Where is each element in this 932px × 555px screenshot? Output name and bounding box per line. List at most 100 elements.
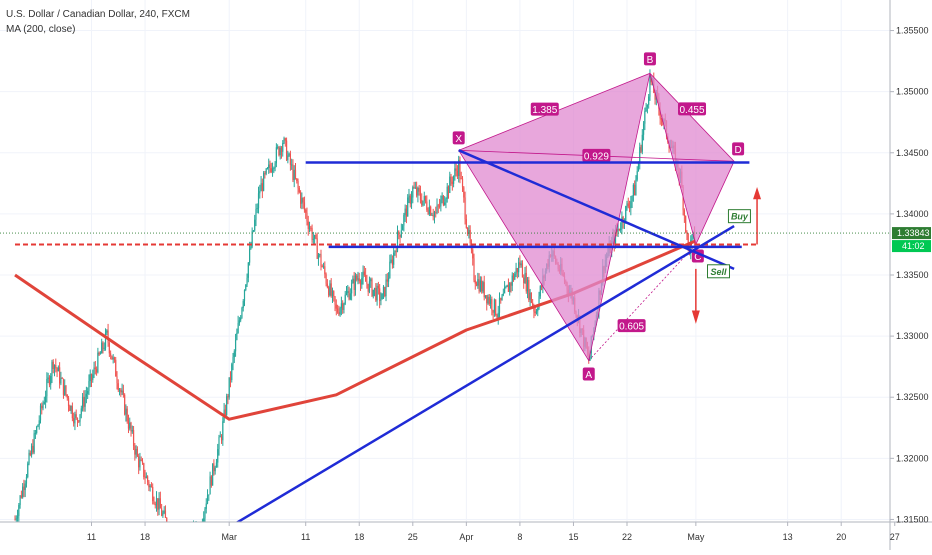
candle-body bbox=[328, 287, 330, 296]
candle-body bbox=[410, 197, 413, 204]
candle-body bbox=[395, 250, 397, 252]
candle-body bbox=[325, 274, 327, 284]
signal-box bbox=[707, 264, 730, 279]
candle-body bbox=[32, 445, 34, 453]
candle-body bbox=[484, 295, 487, 298]
time-tick-label: Mar bbox=[221, 532, 237, 542]
ratio-label-bd: 0.455 bbox=[680, 105, 705, 116]
candle-body bbox=[236, 332, 238, 340]
candle-body bbox=[292, 164, 294, 181]
candle-body bbox=[214, 467, 216, 472]
price-tick-label: 1.32500 bbox=[896, 392, 929, 402]
candle-body bbox=[153, 501, 155, 504]
candle-body bbox=[379, 288, 381, 301]
candle-body bbox=[291, 164, 293, 166]
candle-body bbox=[491, 299, 493, 311]
countdown-label: 41:02 bbox=[902, 241, 925, 251]
candle-body bbox=[463, 187, 465, 198]
candle-body bbox=[482, 282, 484, 292]
candle-body bbox=[417, 187, 419, 196]
candle-body bbox=[640, 147, 642, 152]
candle-body bbox=[218, 437, 220, 450]
candle-body bbox=[345, 292, 348, 295]
candle-body bbox=[330, 283, 332, 296]
point-label-a: A bbox=[585, 370, 592, 381]
time-tick-label: 18 bbox=[140, 532, 150, 542]
candle-body bbox=[273, 168, 275, 169]
candle-body bbox=[316, 238, 318, 259]
candle-body bbox=[130, 422, 132, 432]
candle-body bbox=[23, 486, 25, 491]
candle-body bbox=[247, 262, 249, 278]
candle-body bbox=[34, 432, 36, 434]
candle-body bbox=[436, 205, 438, 213]
candle-body bbox=[269, 164, 271, 169]
candle-body bbox=[118, 389, 121, 391]
candle-body bbox=[380, 299, 382, 301]
point-label-box bbox=[582, 367, 595, 381]
price-tick-label: 1.35500 bbox=[896, 26, 929, 36]
candle-body bbox=[320, 254, 322, 267]
candle-body bbox=[435, 212, 437, 214]
candle-body bbox=[361, 278, 363, 285]
candle-body bbox=[143, 463, 145, 477]
candle-body bbox=[402, 225, 404, 231]
candle-body bbox=[89, 374, 91, 382]
candle-body bbox=[38, 420, 40, 425]
candle-body bbox=[400, 230, 402, 237]
candle-body bbox=[48, 377, 51, 385]
candle-body bbox=[90, 374, 93, 380]
candle-body bbox=[157, 498, 159, 510]
candle-body bbox=[432, 215, 434, 217]
candle-body bbox=[467, 227, 469, 234]
down-arrow-head bbox=[691, 310, 700, 324]
candle-body bbox=[317, 255, 320, 259]
candle-body bbox=[147, 476, 149, 482]
candle-body bbox=[654, 92, 656, 100]
candle-body bbox=[16, 516, 19, 519]
candle-body bbox=[426, 201, 428, 210]
candle-body bbox=[141, 460, 144, 464]
signal-label-buy: Buy bbox=[731, 212, 749, 222]
candle-body bbox=[451, 181, 453, 184]
candle-body bbox=[431, 215, 433, 216]
candle-body bbox=[215, 462, 218, 468]
candle-body bbox=[254, 219, 256, 231]
candle-body bbox=[311, 228, 313, 240]
candle-body bbox=[246, 277, 248, 285]
candle-body bbox=[449, 176, 451, 194]
candle-body bbox=[621, 217, 623, 229]
candle-body bbox=[376, 285, 378, 301]
candle-body bbox=[347, 291, 349, 293]
candle-body bbox=[132, 430, 135, 446]
price-tick-label: 1.33500 bbox=[896, 270, 929, 280]
candles bbox=[14, 69, 696, 552]
candle-body bbox=[535, 311, 538, 314]
candle-body bbox=[683, 210, 685, 217]
candle-body bbox=[398, 231, 400, 235]
candle-body bbox=[285, 140, 288, 161]
candle-body bbox=[238, 320, 240, 324]
candle-body bbox=[283, 138, 285, 144]
candle-body bbox=[386, 279, 388, 282]
candle-body bbox=[419, 191, 422, 200]
candle-body bbox=[52, 361, 54, 369]
candle-body bbox=[64, 385, 66, 395]
candle-body bbox=[326, 283, 328, 288]
candle-body bbox=[372, 289, 374, 296]
candle-body bbox=[424, 196, 427, 202]
grid bbox=[0, 0, 896, 522]
signal-box bbox=[727, 209, 751, 224]
candle-body bbox=[335, 304, 337, 309]
candle-body bbox=[76, 417, 79, 421]
candle-body bbox=[75, 414, 77, 418]
candle-body bbox=[492, 310, 494, 313]
candle-body bbox=[394, 250, 396, 253]
candle-body bbox=[472, 249, 474, 259]
candle-body bbox=[261, 183, 263, 191]
candle-body bbox=[251, 231, 253, 247]
price-tick-label: 1.35000 bbox=[896, 87, 929, 97]
candle-body bbox=[98, 352, 100, 355]
